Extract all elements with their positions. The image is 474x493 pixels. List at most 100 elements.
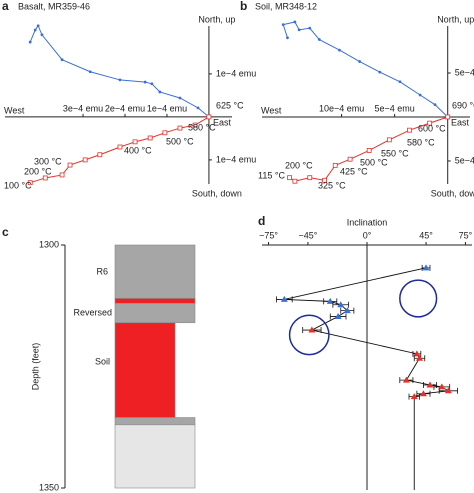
data-point [338, 48, 341, 52]
x-tick-label: 5e−4 emu [375, 103, 415, 113]
layer [114, 424, 196, 489]
temperature-label: 325 °C [318, 180, 346, 190]
data-point [280, 295, 288, 302]
data-point [402, 376, 410, 383]
data-point [326, 297, 334, 304]
data-point [143, 80, 147, 84]
temperature-label: 200 °C [24, 166, 52, 176]
data-point [307, 175, 313, 181]
unit-label: R6 [96, 266, 108, 276]
temperature-label: 300 °C [34, 156, 62, 166]
temperature-label: 425 °C [340, 166, 368, 176]
mean-circle [399, 279, 438, 318]
data-point [322, 177, 328, 183]
y-tick-label: 1e−4 emu [216, 154, 256, 164]
data-point [343, 307, 351, 314]
data-point [206, 114, 212, 120]
data-point [422, 264, 430, 271]
layer [114, 298, 196, 304]
y-tick-label: 1e−4 emu [216, 68, 256, 78]
data-point [317, 38, 321, 41]
data-point [40, 33, 44, 37]
layer [114, 322, 176, 418]
y-tick-label: 5e−4 emu [455, 67, 474, 77]
data-point [177, 125, 183, 131]
temperature-label: 600 °C [418, 123, 446, 133]
data-point [292, 178, 298, 184]
data-point [67, 162, 73, 168]
data-point [192, 122, 198, 128]
data-point [438, 383, 446, 390]
y-tick-label: 1300 [39, 239, 59, 249]
temperature-label: 625 °C [216, 100, 244, 110]
data-point [398, 80, 402, 84]
data-point [293, 20, 297, 24]
data-point [36, 24, 40, 28]
data-point [407, 127, 412, 133]
x-tick-label: 10e−4 emu [319, 103, 364, 113]
x-tick-label: 2e−4 emu [105, 103, 145, 113]
panel-letter: b [240, 0, 247, 13]
panel-title: Basalt, MR359-46 [18, 1, 90, 11]
east-label: East [213, 117, 232, 127]
data-point [358, 60, 362, 63]
data-point [147, 135, 153, 141]
south-label: South, down [192, 188, 242, 198]
layer [114, 417, 196, 426]
data-point [427, 120, 433, 126]
series-line [282, 21, 449, 118]
panel-title: Soil, MR348-12 [255, 1, 317, 11]
data-point [33, 28, 37, 32]
data-point [337, 301, 345, 308]
x-tick-label: 0° [363, 230, 372, 240]
y-axis-label: Depth (feet) [30, 343, 40, 391]
temperature-label: 115 °C [258, 170, 285, 180]
temperature-label: 200 °C [285, 160, 313, 170]
data-point [426, 381, 434, 388]
data-point [158, 90, 162, 94]
y-tick-label: 5e−4 emu [455, 155, 474, 165]
panel-letter: a [2, 0, 9, 13]
data-point [281, 23, 285, 26]
data-point [150, 82, 154, 86]
x-tick-label: 45° [419, 230, 433, 240]
south-label: South, down [431, 188, 474, 198]
data-point [132, 139, 138, 145]
west-label: West [261, 105, 282, 115]
temperature-label: 690 °C [452, 100, 474, 110]
north-label: North, up [198, 14, 235, 24]
data-point [82, 157, 88, 163]
data-point [59, 172, 65, 178]
temperature-label: 500 °C [360, 157, 388, 167]
data-point [413, 350, 421, 357]
north-label: North, up [437, 14, 474, 24]
data-point [42, 175, 48, 181]
data-point [418, 93, 422, 97]
data-point [444, 387, 452, 394]
temperature-label: 500 °C [166, 136, 194, 146]
data-point [410, 393, 418, 400]
x-tick-label: −45° [299, 230, 318, 240]
data-point [28, 40, 32, 44]
data-point [88, 70, 92, 74]
data-point [332, 162, 338, 168]
data-point [162, 130, 168, 136]
mean-circle [288, 314, 330, 356]
unit-label: Reversed [73, 307, 112, 317]
data-point [386, 137, 392, 143]
data-point [60, 58, 64, 62]
layer [114, 303, 196, 324]
data-point [297, 28, 301, 32]
data-point [27, 180, 33, 186]
data-point [178, 96, 182, 100]
data-point [445, 114, 451, 120]
data-point [433, 103, 437, 107]
x-tick-label: 3e−4 emu [63, 103, 103, 113]
panel-letter: d [258, 214, 265, 228]
data-point [196, 106, 200, 110]
temperature-label: 100 °C [4, 180, 32, 190]
x-tick-label: −75° [259, 230, 278, 240]
east-label: East [451, 117, 470, 127]
data-point [334, 312, 342, 319]
